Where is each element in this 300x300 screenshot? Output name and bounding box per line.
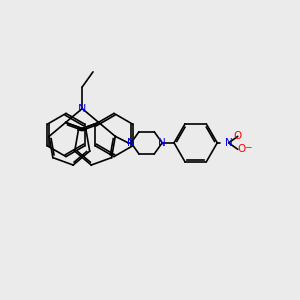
Text: −: − bbox=[244, 142, 252, 151]
Text: N: N bbox=[127, 138, 135, 148]
Text: N: N bbox=[225, 138, 232, 148]
Text: O: O bbox=[237, 144, 245, 154]
Text: N: N bbox=[158, 138, 166, 148]
Text: O: O bbox=[234, 131, 242, 141]
Text: N: N bbox=[78, 103, 86, 114]
